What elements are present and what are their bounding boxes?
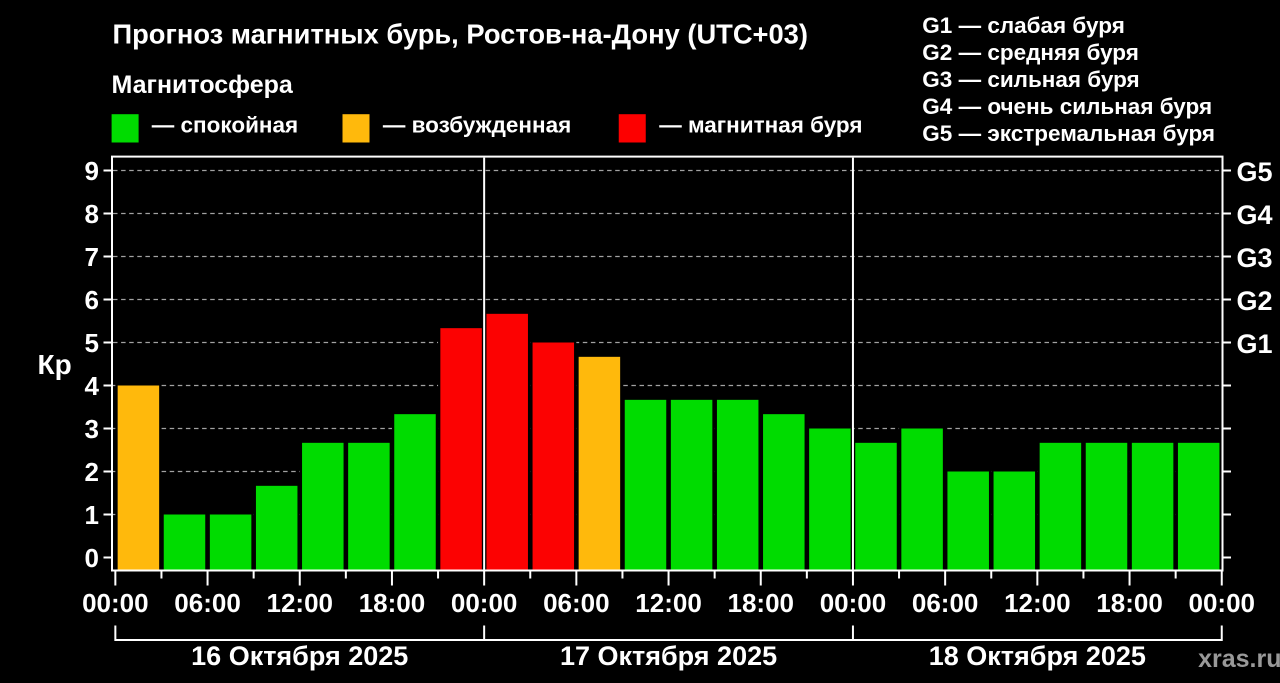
svg-text:— спокойная: — спокойная xyxy=(152,113,298,138)
svg-text:18:00: 18:00 xyxy=(359,588,426,618)
svg-text:G1 — слабая буря: G1 — слабая буря xyxy=(922,13,1125,38)
svg-text:00:00: 00:00 xyxy=(82,588,149,618)
svg-text:00:00: 00:00 xyxy=(451,588,518,618)
svg-text:G5: G5 xyxy=(1237,157,1273,187)
svg-text:12:00: 12:00 xyxy=(635,588,702,618)
svg-text:18 Октября 2025: 18 Октября 2025 xyxy=(929,641,1146,671)
svg-text:xras.ru: xras.ru xyxy=(1198,645,1280,673)
svg-text:16 Октября 2025: 16 Октября 2025 xyxy=(191,641,408,671)
svg-text:06:00: 06:00 xyxy=(543,588,610,618)
svg-text:12:00: 12:00 xyxy=(1004,588,1071,618)
svg-text:— возбужденная: — возбужденная xyxy=(383,113,571,138)
svg-text:G4: G4 xyxy=(1237,200,1273,230)
svg-text:G4 — очень сильная буря: G4 — очень сильная буря xyxy=(922,94,1212,119)
svg-text:00:00: 00:00 xyxy=(1189,588,1256,618)
svg-text:0: 0 xyxy=(85,543,99,573)
svg-text:4: 4 xyxy=(85,371,100,401)
svg-text:Прогноз магнитных бурь, Ростов: Прогноз магнитных бурь, Ростов-на-Дону (… xyxy=(113,19,808,50)
svg-text:06:00: 06:00 xyxy=(174,588,241,618)
svg-text:6: 6 xyxy=(85,285,99,315)
svg-text:8: 8 xyxy=(85,199,99,229)
svg-text:Магнитосфера: Магнитосфера xyxy=(112,71,294,99)
svg-text:— магнитная буря: — магнитная буря xyxy=(659,113,862,138)
svg-text:5: 5 xyxy=(85,328,99,358)
svg-text:18:00: 18:00 xyxy=(1096,588,1163,618)
svg-text:G2 — средняя буря: G2 — средняя буря xyxy=(922,40,1139,65)
svg-text:3: 3 xyxy=(85,414,99,444)
svg-text:06:00: 06:00 xyxy=(912,588,979,618)
svg-text:9: 9 xyxy=(85,156,99,186)
svg-text:17 Октября 2025: 17 Октября 2025 xyxy=(560,641,777,671)
svg-text:1: 1 xyxy=(85,500,99,530)
svg-text:G3: G3 xyxy=(1237,243,1273,273)
svg-text:G1: G1 xyxy=(1237,329,1273,359)
svg-text:12:00: 12:00 xyxy=(267,588,334,618)
svg-text:G2: G2 xyxy=(1237,286,1273,316)
svg-text:2: 2 xyxy=(85,457,99,487)
svg-text:00:00: 00:00 xyxy=(820,588,887,618)
svg-text:7: 7 xyxy=(85,242,99,272)
svg-text:18:00: 18:00 xyxy=(728,588,795,618)
svg-text:G3 — сильная буря: G3 — сильная буря xyxy=(922,67,1139,92)
svg-text:Кр: Кр xyxy=(38,349,72,380)
svg-text:G5 — экстремальная буря: G5 — экстремальная буря xyxy=(922,121,1215,146)
